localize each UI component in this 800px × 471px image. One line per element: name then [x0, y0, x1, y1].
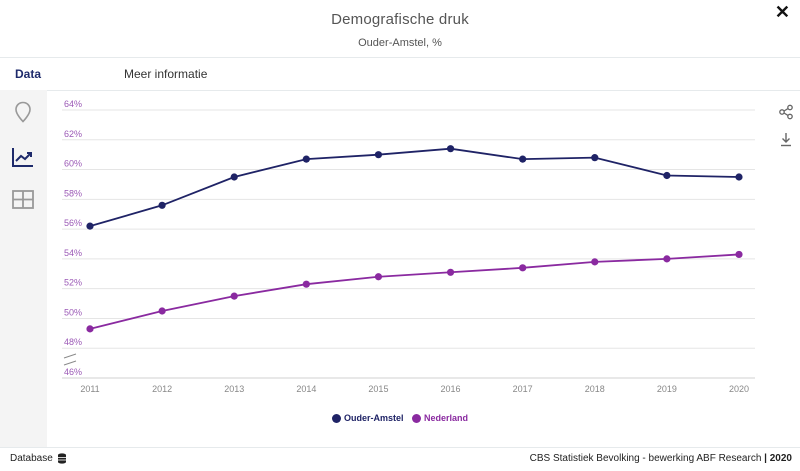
data-point[interactable]: [158, 201, 166, 209]
y-tick-label: 58%: [64, 188, 82, 198]
data-point[interactable]: [591, 154, 599, 162]
legend-dot-icon: [412, 413, 421, 423]
header: Demografische druk Ouder-Amstel, % ✕: [0, 0, 800, 57]
y-tick-label: 64%: [64, 99, 82, 109]
data-point[interactable]: [374, 273, 383, 281]
data-point[interactable]: [374, 151, 383, 159]
download-icon[interactable]: [778, 132, 794, 148]
tab-data[interactable]: Data: [15, 67, 42, 81]
data-point[interactable]: [158, 307, 166, 315]
legend-item-nederland[interactable]: Nederland: [412, 413, 468, 423]
legend: Ouder-Amstel Nederland: [0, 413, 800, 425]
data-point[interactable]: [302, 280, 310, 288]
tab-meer-informatie[interactable]: Meer informatie: [124, 67, 208, 81]
x-tick-label: 2015: [368, 384, 388, 394]
data-point[interactable]: [230, 173, 238, 181]
x-tick-label: 2014: [296, 384, 316, 394]
x-tick-label: 2016: [441, 384, 461, 394]
y-tick-label: 52%: [64, 278, 82, 288]
legend-dot-icon: [331, 413, 341, 423]
data-point[interactable]: [735, 250, 743, 259]
table-icon[interactable]: [11, 188, 35, 212]
axis-break-icon: [63, 353, 77, 366]
share-icon[interactable]: [778, 104, 794, 120]
data-point[interactable]: [446, 145, 455, 153]
tab-bar: Data Meer informatie: [0, 57, 800, 91]
source-credit: CBS Statistiek Bevolking - bewerking ABF…: [529, 453, 792, 464]
data-point[interactable]: [663, 171, 671, 180]
x-tick-label: 2019: [657, 384, 677, 394]
series-line-0: [89, 147, 740, 227]
y-tick-label: 50%: [64, 307, 82, 317]
data-point[interactable]: [519, 264, 527, 272]
sidebar: [0, 90, 47, 447]
y-tick-label: 56%: [64, 218, 82, 228]
line-chart: 46% 48% 50% 52% 54% 56% 58% 60% 62% 64% 2011 2012 2…: [62, 99, 755, 394]
x-tick-label: 2013: [224, 384, 244, 394]
data-point[interactable]: [663, 255, 671, 263]
data-point[interactable]: [446, 268, 455, 276]
y-tick-label: 60%: [64, 159, 82, 169]
y-tick-label: 54%: [64, 248, 82, 258]
x-tick-label: 2011: [80, 384, 99, 394]
page-title: Demografische druk: [331, 11, 469, 28]
legend-item-ouder-amstel[interactable]: Ouder-Amstel: [331, 413, 403, 423]
database-icon: [57, 453, 66, 464]
x-tick-label: 2012: [152, 384, 172, 394]
footer: Database CBS Statistiek Bevolking - bewe…: [0, 447, 800, 471]
data-point[interactable]: [230, 292, 238, 300]
x-tick-label: 2020: [729, 384, 749, 394]
y-tick-label: 46%: [64, 367, 82, 377]
map-pin-icon[interactable]: [11, 100, 35, 124]
y-tick-label: 48%: [64, 337, 82, 347]
y-tick-label: 62%: [64, 129, 82, 139]
line-chart-icon[interactable]: [11, 145, 35, 169]
page-subtitle: Ouder-Amstel, %: [358, 37, 442, 49]
data-point[interactable]: [86, 222, 94, 230]
data-point[interactable]: [519, 155, 527, 163]
data-point[interactable]: [302, 155, 310, 163]
close-icon[interactable]: ✕: [774, 2, 790, 22]
series-line-1: [89, 253, 740, 330]
database-link[interactable]: Database: [10, 453, 67, 464]
x-tick-label: 2018: [585, 384, 605, 394]
data-point[interactable]: [591, 258, 599, 266]
data-point[interactable]: [86, 325, 94, 333]
data-point[interactable]: [735, 173, 743, 181]
x-tick-label: 2017: [513, 384, 533, 394]
